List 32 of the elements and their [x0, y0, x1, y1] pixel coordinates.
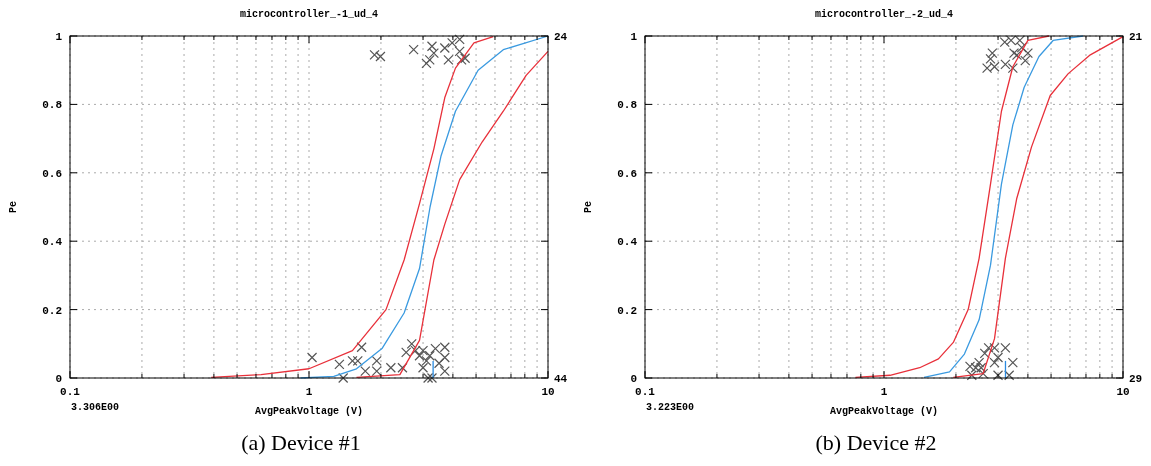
y-tick-label: 0.8 [617, 99, 638, 112]
y-tick-label: 1 [630, 31, 638, 43]
text: 3.306E00 [71, 402, 120, 413]
y-tick-label: 0 [55, 373, 62, 385]
text: (b) Device #2 [815, 430, 937, 455]
y-tick-label: 0.4 [617, 236, 638, 249]
y-axis-title: Pe [583, 200, 594, 214]
text: 44 [554, 373, 568, 385]
x-tick-label: 1 [305, 386, 313, 398]
chart-title: microcontroller_-1_ud_4 [239, 9, 379, 20]
text: 3.223E00 [646, 402, 695, 413]
y-tick-label: 0.6 [42, 167, 62, 180]
y-tick-label: 0.2 [42, 304, 62, 317]
text: 21 [1129, 31, 1143, 43]
x-tick-label: 1 [880, 386, 888, 398]
y-tick-label: 0.4 [42, 236, 63, 249]
text: 29 [1129, 373, 1143, 385]
chart-title: microcontroller_-2_ud_4 [814, 9, 954, 20]
x-axis-title: AvgPeakVoltage (V) [254, 406, 364, 417]
y-tick-label: 1 [55, 31, 63, 43]
x-tick-label: 10 [1116, 386, 1130, 398]
x-tick-label: 0.1 [635, 386, 656, 398]
text: (a) Device #1 [241, 430, 361, 455]
y-axis-title: Pe [8, 200, 19, 214]
x-tick-label: 0.1 [60, 386, 81, 398]
text: 24 [554, 31, 568, 43]
y-tick-label: 0.6 [617, 167, 637, 180]
y-tick-label: 0.2 [617, 304, 637, 317]
x-tick-label: 10 [541, 386, 555, 398]
y-tick-label: 0.8 [42, 99, 63, 112]
x-axis-title: AvgPeakVoltage (V) [829, 406, 939, 417]
y-tick-label: 0 [630, 373, 637, 385]
